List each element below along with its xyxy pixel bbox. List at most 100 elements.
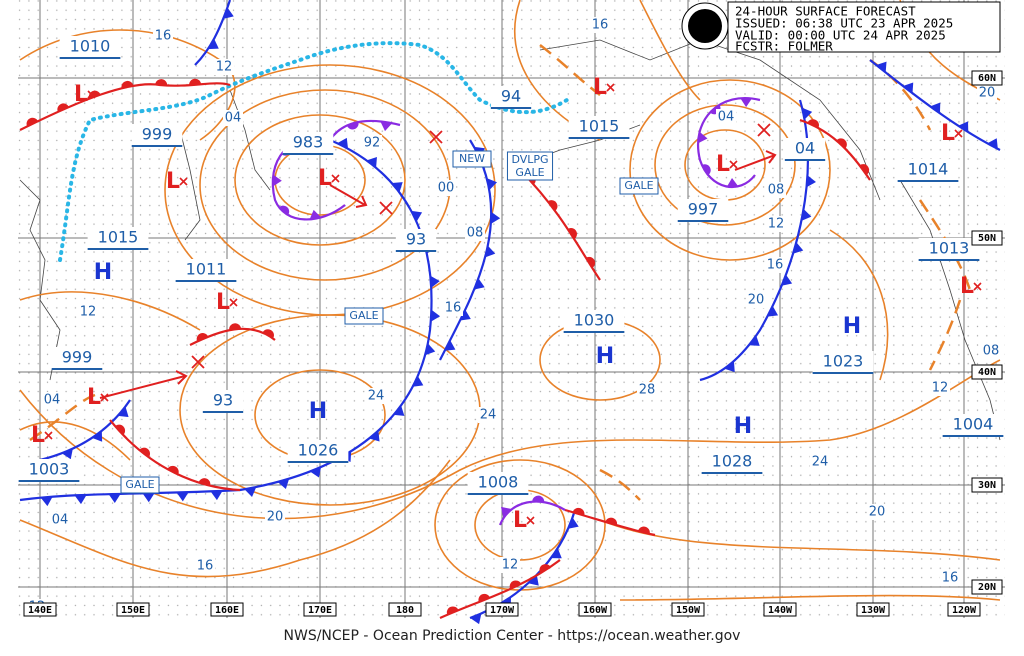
front-symbol [92,430,103,442]
front-symbol [740,98,753,108]
front-symbol [726,178,739,188]
axis-label-box [971,70,1003,86]
longitude-label: 140W [768,605,793,616]
low-center: L [593,75,607,100]
label-bg [223,110,243,126]
label-bg [867,504,887,520]
label-bg [766,216,786,232]
front [498,500,566,526]
pressure-label: 1008 [478,473,519,492]
isobar-label: 12 [502,558,519,573]
front-symbol [346,121,359,130]
isobar-label: 24 [480,408,497,423]
front-symbol [74,494,87,505]
label-bg [942,414,1004,436]
front-symbol [547,200,558,211]
front-symbol [486,178,498,191]
isobar-label: 12 [932,381,949,396]
isobar-label: 08 [768,183,785,198]
longitude-label: 120W [952,605,977,616]
label-bg [366,388,386,404]
high-center: H [734,414,752,439]
axis-label-box [116,602,150,617]
front-symbol [701,164,711,176]
pressure-label: 999 [62,348,93,367]
high-center: H [843,314,861,339]
front-symbol [198,478,211,486]
front-symbol [528,574,539,586]
axis-label-box [671,602,705,617]
label-bg [214,59,234,75]
ice-edge [58,41,572,262]
isobar-label: 12 [80,305,97,320]
footer: NWS/NCEP - Ocean Prediction Center - htt… [284,628,741,644]
label-bg [918,238,980,260]
label-bg [590,17,610,33]
label-bg [131,124,183,146]
longitude-label: 150E [121,605,145,616]
cross-marks [191,123,771,369]
high-center: H [94,260,112,285]
tag-box [506,151,554,181]
front [439,139,493,361]
low-x [606,83,615,92]
latitude-label: 60N [978,73,996,84]
front-symbol [550,548,562,559]
isobar-label: 16 [197,559,214,574]
front-symbol [272,174,282,187]
front-symbol [567,228,577,240]
front-symbol [108,493,121,503]
front-symbol [859,164,870,175]
front [19,138,433,502]
header-line: VALID: 00:00 UTC 24 APR 2025 [735,28,946,43]
axis-label-box [971,364,1003,380]
low-center: L [716,152,730,177]
front [194,0,232,66]
front-symbol [781,274,793,286]
pressure-label: 1015 [98,228,139,247]
header-line: 24-HOUR SURFACE FORECAST [735,4,916,19]
front-symbol [139,447,151,458]
isobars [19,0,1001,601]
isobar-label: 92 [364,136,381,151]
front-symbol [876,61,887,73]
label-bg [765,257,785,273]
label-bg [42,392,62,408]
isobar-label: 16 [767,258,784,273]
label-bg [930,380,950,396]
label-bg [746,292,766,308]
isobar-label: 16 [155,29,172,44]
front-symbol [142,493,155,503]
front-symbol [807,119,819,128]
label-bg [195,558,215,574]
front-symbol [223,7,234,19]
label-bg [812,351,874,373]
latitude-label: 50N [978,233,996,244]
longitude-label: 140E [28,605,52,616]
isobar-label: 04 [225,111,242,126]
front-symbol [61,448,73,460]
front [189,327,276,346]
pressure-label: 93 [213,391,233,410]
label-bg [395,229,437,251]
low-x [179,177,188,186]
low-x [954,129,963,138]
label-bg [50,512,70,528]
front-symbol [697,131,708,144]
low-center: L [318,166,332,191]
front-symbol [57,103,69,112]
motion-arrows [99,150,777,399]
front-symbol [572,507,585,516]
low-center: L [941,121,955,146]
label-bg [977,85,997,101]
axis-label-box [856,602,890,617]
axis-label-box [578,602,612,617]
isobar-label: 00 [438,181,455,196]
latitude-label: 40N [978,367,996,378]
low-x [100,393,109,402]
label-bg [362,135,382,151]
label-bg [265,509,285,525]
pressure-label: 93 [406,230,426,249]
longitude-label: 180 [396,605,414,616]
tag-label: GALE [125,478,154,491]
